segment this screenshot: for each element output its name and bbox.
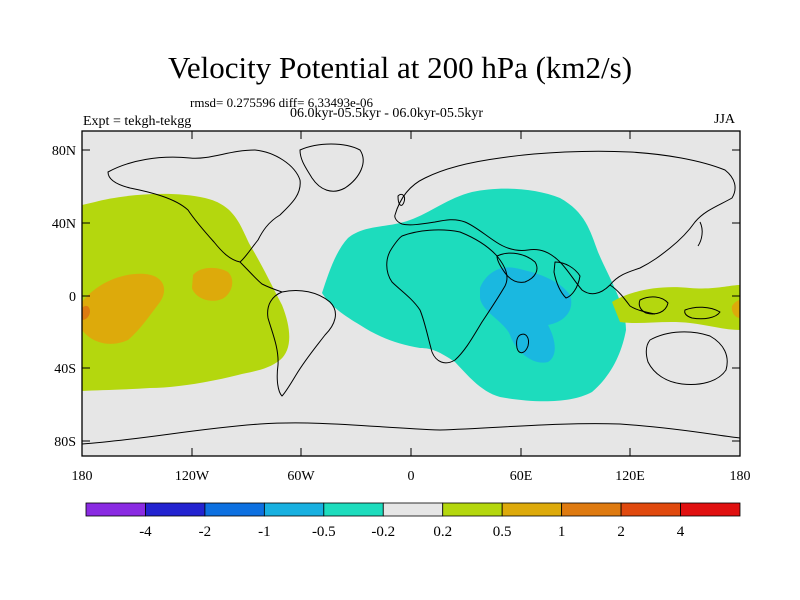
colorbar-swatch <box>145 502 206 517</box>
colorbar <box>85 502 741 517</box>
colorbar-swatch <box>501 502 563 517</box>
experiment-label: Expt = tekgh-tekgg <box>83 114 192 129</box>
coast-south-america <box>267 289 336 397</box>
x-tick-label: 120E <box>615 469 645 484</box>
period-label: 06.0kyr-05.5kyr - 06.0kyr-05.5kyr <box>290 106 484 121</box>
coast-new-guinea <box>684 306 721 320</box>
colorbar-swatch <box>620 502 681 517</box>
colorbar-swatch <box>680 502 741 517</box>
colorbar-label: 2 <box>617 524 625 540</box>
colorbar-swatch <box>204 502 265 517</box>
contour-pacific-positive <box>82 193 290 391</box>
plot-title: Velocity Potential at 200 hPa (km2/s) <box>167 50 633 85</box>
colorbar-label: -1 <box>258 524 271 540</box>
coast-arabia <box>496 252 538 283</box>
contour-pacific-strong <box>82 305 90 320</box>
x-tick-label: 180 <box>730 469 751 484</box>
coastlines <box>82 143 740 445</box>
season-label: JJA <box>714 112 736 127</box>
colorbar-label: 0.2 <box>433 524 452 540</box>
x-tick-label: 180 <box>72 469 93 484</box>
colorbar-swatch <box>382 502 444 517</box>
y-tick-label: 80S <box>54 435 76 450</box>
colorbar-label: 4 <box>677 524 685 540</box>
colorbar-swatch <box>85 502 146 517</box>
contour-pacific-medium-east <box>192 267 233 301</box>
colorbar-labels: -4 -2 -1 -0.5 -0.2 0.2 0.5 1 2 4 <box>139 524 685 540</box>
colorbar-swatch <box>263 502 325 517</box>
contour-west-pacific-positive <box>612 285 740 330</box>
y-tick-label: 0 <box>69 290 76 305</box>
x-tick-label: 0 <box>408 469 415 484</box>
colorbar-label: 1 <box>558 524 566 540</box>
colorbar-label: -4 <box>139 524 152 540</box>
coast-borneo <box>638 296 669 315</box>
x-tick-label: 60W <box>287 469 315 484</box>
contour-pacific-medium <box>82 273 165 344</box>
y-tick-label: 40N <box>52 217 76 232</box>
coast-uk <box>397 193 405 206</box>
x-tick-label: 60E <box>510 469 533 484</box>
colorbar-label: 0.5 <box>493 524 512 540</box>
contour-west-pacific-medium <box>731 300 740 318</box>
coast-eurasia <box>394 150 736 295</box>
coast-north-america <box>107 149 301 263</box>
colorbar-label: -2 <box>199 524 212 540</box>
colorbar-swatch <box>561 502 622 517</box>
coast-africa <box>386 229 508 364</box>
tick-marks <box>81 131 741 456</box>
colorbar-swatch <box>442 502 503 517</box>
coast-greenland <box>299 143 364 192</box>
coast-japan <box>697 221 703 247</box>
colorbar-label: -0.5 <box>312 524 336 540</box>
colorbar-swatch <box>323 502 384 517</box>
colorbar-label: -0.2 <box>371 524 395 540</box>
coast-madagascar <box>516 333 529 354</box>
contour-indian-ocean-core <box>480 267 572 363</box>
coast-antarctica <box>82 422 740 445</box>
coast-australia <box>645 331 728 385</box>
y-tick-label: 80N <box>52 144 76 159</box>
coast-central-america <box>239 261 283 293</box>
x-tick-label: 120W <box>175 469 210 484</box>
coast-southeast-asia <box>609 284 656 315</box>
y-tick-label: 40S <box>54 362 76 377</box>
coast-india <box>553 261 581 299</box>
stats-line: rmsd= 0.275596 diff= 6.33493e-06 <box>190 95 374 110</box>
